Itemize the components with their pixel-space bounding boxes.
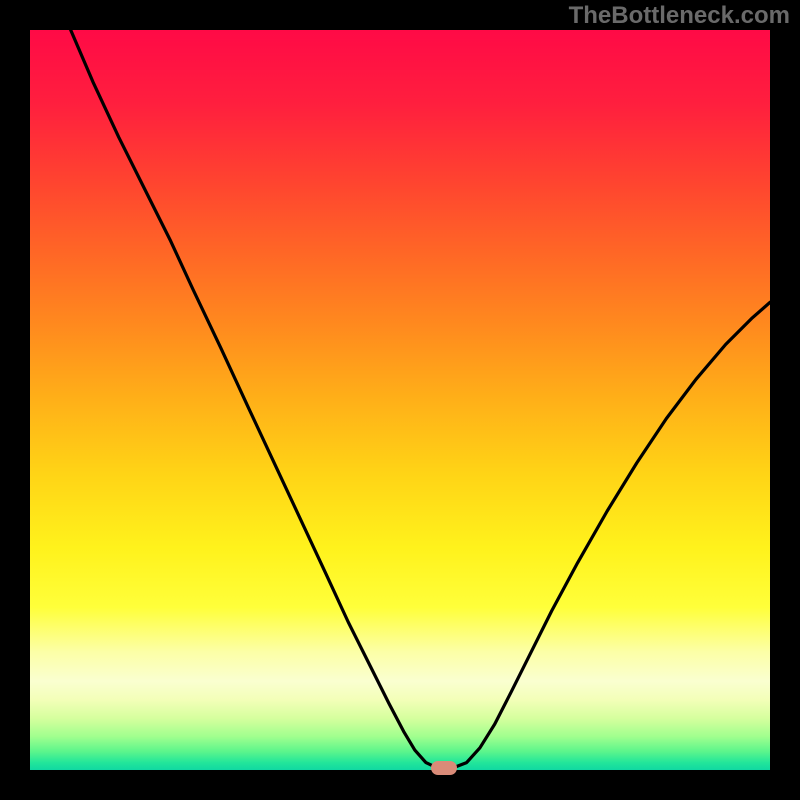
curve-svg: [30, 30, 770, 770]
bottleneck-curve: [71, 30, 770, 768]
plot-area: [30, 30, 770, 770]
chart-container: TheBottleneck.com: [0, 0, 800, 800]
minimum-marker: [431, 761, 457, 775]
watermark-text: TheBottleneck.com: [569, 2, 790, 30]
